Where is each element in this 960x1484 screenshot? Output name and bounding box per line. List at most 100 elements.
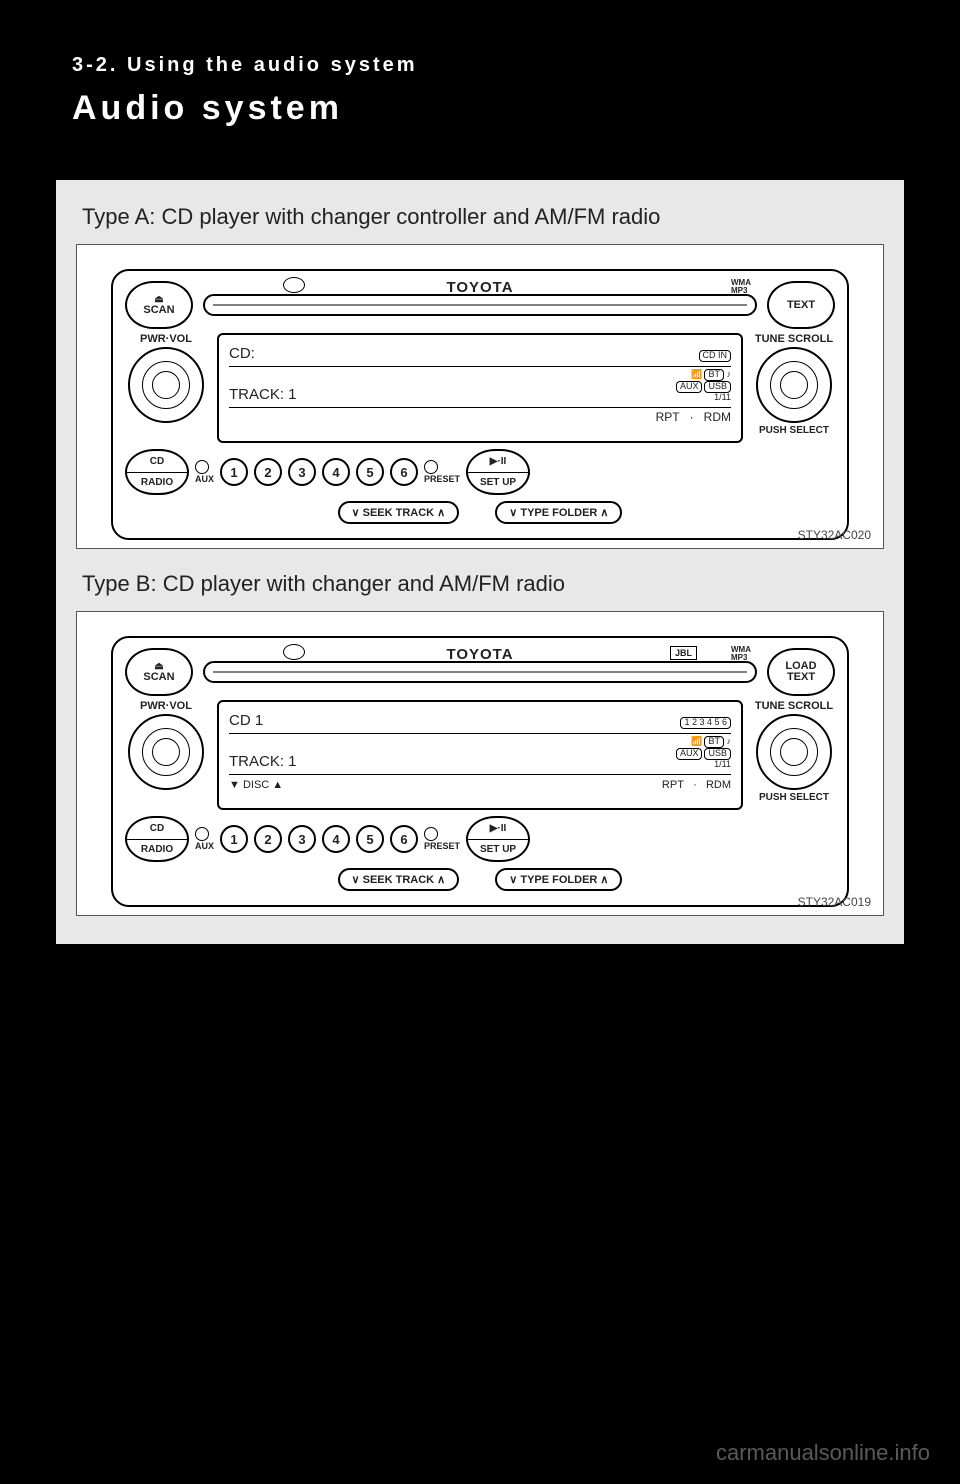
track-label-b: TRACK: 1 [229, 753, 297, 770]
cd-radio-button-b[interactable]: CD RADIO [125, 816, 189, 862]
slots-indicator: 1 2 3 4 5 6 [678, 717, 731, 729]
tune-knob[interactable] [756, 347, 832, 423]
preset-b-1-button[interactable]: 1 [220, 825, 248, 853]
type-b-heading: Type B: CD player with changer and AM/FM… [82, 571, 884, 597]
cd-radio-button[interactable]: CD RADIO [125, 449, 189, 495]
setup-label: SET UP [468, 473, 528, 494]
text-button[interactable]: TEXT [767, 281, 835, 329]
track-label: TRACK: 1 [229, 386, 297, 403]
cd-in-indicator: CD IN [697, 350, 732, 362]
play-pause-label-b: ▶·II [468, 818, 528, 840]
figure-b-id: STY32AC019 [798, 895, 871, 909]
eject-icon-b: ⏏ [154, 662, 163, 672]
mid-row: PWR·VOL CD: CD IN TRACK: 1 📶BT ♪ AUXUSB … [125, 333, 835, 443]
scan-label-b: SCAN [143, 672, 174, 683]
tune-scroll-label-b: TUNE SCROLL [753, 700, 835, 712]
play-setup-button[interactable]: ▶·II SET UP [466, 449, 530, 495]
bottom-row: CD RADIO AUX 1 2 3 4 5 6 PRESET ▶·II [125, 449, 835, 495]
aux-label: AUX [195, 474, 214, 484]
left-knob-col-b: PWR·VOL [125, 700, 207, 790]
page-header: 3-2. Using the audio system Audio system [0, 0, 960, 148]
cd-slot[interactable] [203, 294, 757, 316]
type-folder-button[interactable]: ∨ TYPE FOLDER ∧ [495, 501, 622, 524]
figure-a-id: STY32AC020 [798, 528, 871, 542]
pwr-vol-label-b: PWR·VOL [125, 700, 207, 712]
cd-label-b2: CD [127, 818, 187, 840]
page-title: Audio system [72, 89, 888, 128]
preset-label-b: PRESET [424, 841, 460, 851]
wma-mp3-label-b: WMA MP3 [731, 646, 751, 662]
aux-label-b: AUX [195, 841, 214, 851]
preset-4-button[interactable]: 4 [322, 458, 350, 486]
indicators-b2: 📶BT ♪ AUXUSB 1/11 [674, 736, 731, 770]
aux-jack[interactable] [195, 460, 209, 474]
lcd-display-b: CD 1 1 2 3 4 5 6 TRACK: 1 📶BT ♪ AUXUSB 1… [217, 700, 743, 810]
left-knob-col: PWR·VOL [125, 333, 207, 423]
figure-b: TOYOTA JBL WMA MP3 ⏏ SCAN LOAD TEXT PWR·… [76, 611, 884, 916]
preset-jack-b[interactable] [424, 827, 438, 841]
lcd-line-3: RPT · RDM [229, 408, 731, 428]
preset-b-5-button[interactable]: 5 [356, 825, 384, 853]
watermark: carmanualsonline.info [716, 1440, 930, 1466]
load-text-button[interactable]: LOAD TEXT [767, 648, 835, 696]
play-pause-label: ▶·II [468, 451, 528, 473]
mid-row-b: PWR·VOL CD 1 1 2 3 4 5 6 TRACK: 1 📶BT ♪ … [125, 700, 835, 810]
volume-knob[interactable] [128, 347, 204, 423]
preset-jack[interactable] [424, 460, 438, 474]
preset-b-2-button[interactable]: 2 [254, 825, 282, 853]
aux-group-b: AUX [195, 827, 214, 851]
type-a-heading: Type A: CD player with changer controlle… [82, 204, 884, 230]
tune-scroll-label: TUNE SCROLL [753, 333, 835, 345]
text-label: TEXT [787, 300, 815, 311]
push-select-label: PUSH SELECT [753, 425, 835, 436]
lcd-line-2: TRACK: 1 📶BT ♪ AUXUSB 1/11 [229, 367, 731, 408]
disc-logo-icon-b [283, 644, 305, 660]
right-knob-col-b: TUNE SCROLL PUSH SELECT [753, 700, 835, 803]
cd-label: CD [127, 451, 187, 473]
cd-label-b: CD 1 [229, 712, 263, 729]
seek-row: ∨ SEEK TRACK ∧ ∨ TYPE FOLDER ∧ [209, 501, 751, 524]
eject-scan-button[interactable]: ⏏ SCAN [125, 281, 193, 329]
cd-label: CD: [229, 345, 255, 362]
lcd-display: CD: CD IN TRACK: 1 📶BT ♪ AUXUSB 1/11 [217, 333, 743, 443]
setup-label-b: SET UP [468, 840, 528, 861]
seek-track-button[interactable]: ∨ SEEK TRACK ∧ [338, 501, 460, 524]
aux-group: AUX [195, 460, 214, 484]
volume-knob-b[interactable] [128, 714, 204, 790]
preset-2-button[interactable]: 2 [254, 458, 282, 486]
push-select-label-b: PUSH SELECT [753, 792, 835, 803]
scan-label: SCAN [143, 305, 174, 316]
preset-1-button[interactable]: 1 [220, 458, 248, 486]
wma-mp3-label: WMA MP3 [731, 279, 751, 295]
tune-knob-b[interactable] [756, 714, 832, 790]
preset-b-4-button[interactable]: 4 [322, 825, 350, 853]
preset-6-button[interactable]: 6 [390, 458, 418, 486]
eject-scan-button-b[interactable]: ⏏ SCAN [125, 648, 193, 696]
lcd-b-line-2: TRACK: 1 📶BT ♪ AUXUSB 1/11 [229, 734, 731, 775]
eject-icon: ⏏ [154, 295, 163, 305]
text-label-b: TEXT [787, 672, 815, 683]
right-knob-col: TUNE SCROLL PUSH SELECT [753, 333, 835, 436]
indicators-2: 📶BT ♪ AUXUSB 1/11 [674, 369, 731, 403]
radio-label: RADIO [127, 473, 187, 494]
radio-unit-b: TOYOTA JBL WMA MP3 ⏏ SCAN LOAD TEXT PWR·… [111, 636, 849, 907]
disc-logo-icon [283, 277, 305, 293]
section-label: 3-2. Using the audio system [72, 54, 888, 77]
aux-jack-b[interactable] [195, 827, 209, 841]
lcd-line-1: CD: CD IN [229, 343, 731, 367]
pwr-vol-label: PWR·VOL [125, 333, 207, 345]
lcd-b-line-3: ▼ DISC ▲ RPT · RDM [229, 775, 731, 791]
disc-label: ▼ DISC ▲ [229, 779, 283, 791]
bottom-row-b: CD RADIO AUX 1 2 3 4 5 6 PRESET ▶·II [125, 816, 835, 862]
preset-3-button[interactable]: 3 [288, 458, 316, 486]
seek-track-button-b[interactable]: ∨ SEEK TRACK ∧ [338, 868, 460, 891]
preset-b-6-button[interactable]: 6 [390, 825, 418, 853]
preset-label: PRESET [424, 474, 460, 484]
cd-slot-b[interactable] [203, 661, 757, 683]
preset-b-3-button[interactable]: 3 [288, 825, 316, 853]
radio-label-b: RADIO [127, 840, 187, 861]
preset-5-button[interactable]: 5 [356, 458, 384, 486]
play-setup-button-b[interactable]: ▶·II SET UP [466, 816, 530, 862]
seek-row-b: ∨ SEEK TRACK ∧ ∨ TYPE FOLDER ∧ [209, 868, 751, 891]
type-folder-button-b[interactable]: ∨ TYPE FOLDER ∧ [495, 868, 622, 891]
